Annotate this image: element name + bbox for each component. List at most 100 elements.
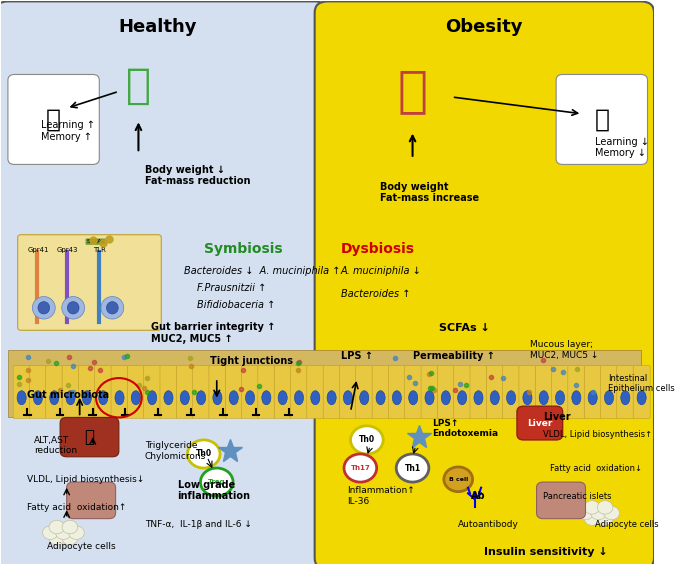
Text: Th0: Th0 — [359, 436, 375, 445]
FancyBboxPatch shape — [340, 366, 356, 419]
Ellipse shape — [106, 302, 119, 314]
FancyBboxPatch shape — [95, 366, 112, 419]
Text: TLR: TLR — [92, 246, 105, 253]
Text: 🧍: 🧍 — [397, 67, 427, 115]
Circle shape — [396, 454, 429, 482]
Circle shape — [597, 501, 613, 514]
FancyBboxPatch shape — [242, 366, 258, 419]
Circle shape — [584, 512, 600, 525]
Text: Bacteroides ↑: Bacteroides ↑ — [340, 289, 410, 299]
FancyBboxPatch shape — [307, 366, 324, 419]
Text: Intestinal
Epithelium cells: Intestinal Epithelium cells — [608, 374, 675, 393]
Circle shape — [590, 506, 606, 520]
FancyBboxPatch shape — [176, 366, 193, 419]
FancyBboxPatch shape — [556, 75, 647, 164]
FancyBboxPatch shape — [568, 366, 585, 419]
FancyBboxPatch shape — [66, 482, 116, 519]
Circle shape — [42, 526, 58, 540]
FancyBboxPatch shape — [62, 366, 79, 419]
FancyBboxPatch shape — [18, 234, 161, 331]
FancyBboxPatch shape — [78, 366, 95, 419]
Ellipse shape — [425, 391, 434, 405]
Text: Gpr41: Gpr41 — [27, 246, 49, 253]
FancyBboxPatch shape — [517, 406, 562, 440]
Text: Permeability ↑: Permeability ↑ — [412, 351, 495, 360]
Text: Adipocyte cells: Adipocyte cells — [47, 542, 116, 551]
Text: Adipocyte cells: Adipocyte cells — [595, 520, 659, 529]
Bar — [8, 350, 641, 418]
Text: Liver: Liver — [543, 412, 571, 423]
Ellipse shape — [393, 391, 401, 405]
FancyBboxPatch shape — [519, 366, 536, 419]
FancyBboxPatch shape — [314, 1, 654, 565]
Text: Th1: Th1 — [404, 463, 421, 472]
FancyBboxPatch shape — [111, 366, 128, 419]
Ellipse shape — [147, 391, 157, 405]
Circle shape — [584, 501, 600, 514]
Ellipse shape — [38, 302, 50, 314]
Text: VLDL, Lipid biosynthesis↓: VLDL, Lipid biosynthesis↓ — [27, 475, 145, 484]
Ellipse shape — [101, 297, 124, 319]
Ellipse shape — [458, 391, 466, 405]
FancyBboxPatch shape — [453, 366, 471, 419]
FancyBboxPatch shape — [127, 366, 145, 419]
Text: 🧠: 🧠 — [46, 107, 61, 132]
Ellipse shape — [523, 391, 532, 405]
FancyBboxPatch shape — [8, 75, 99, 164]
Text: LPS ↑: LPS ↑ — [340, 351, 373, 360]
FancyBboxPatch shape — [356, 366, 373, 419]
Text: F.Prausnitzii ↑: F.Prausnitzii ↑ — [197, 283, 266, 293]
Text: Learning ↑
Memory ↑: Learning ↑ Memory ↑ — [40, 120, 95, 141]
Ellipse shape — [441, 391, 451, 405]
FancyBboxPatch shape — [601, 366, 617, 419]
Text: SCFAs: SCFAs — [86, 239, 105, 244]
Circle shape — [49, 532, 64, 545]
Ellipse shape — [62, 297, 85, 319]
Ellipse shape — [327, 391, 336, 405]
Circle shape — [444, 467, 473, 492]
FancyBboxPatch shape — [144, 366, 160, 419]
Ellipse shape — [409, 391, 418, 405]
Text: Th17: Th17 — [351, 465, 370, 471]
Ellipse shape — [637, 391, 646, 405]
Ellipse shape — [32, 297, 55, 319]
FancyBboxPatch shape — [258, 366, 275, 419]
Text: Tight junctions: Tight junctions — [210, 356, 293, 366]
Ellipse shape — [360, 391, 369, 405]
Ellipse shape — [295, 391, 303, 405]
FancyBboxPatch shape — [503, 366, 520, 419]
Text: Fatty acid  oxidation↑: Fatty acid oxidation↑ — [27, 503, 127, 512]
Circle shape — [351, 426, 383, 454]
Text: TNF-α,  IL-1β and IL-6 ↓: TNF-α, IL-1β and IL-6 ↓ — [145, 520, 252, 529]
Ellipse shape — [115, 391, 124, 405]
Ellipse shape — [621, 391, 630, 405]
FancyBboxPatch shape — [290, 366, 308, 419]
Text: Gut microbiota: Gut microbiota — [27, 390, 110, 400]
Text: 🧍: 🧍 — [126, 65, 151, 107]
Text: ALT,AST
reduction: ALT,AST reduction — [34, 436, 77, 455]
Circle shape — [62, 532, 77, 545]
Text: Fatty acid  oxidation↓: Fatty acid oxidation↓ — [549, 463, 642, 472]
Text: Treg: Treg — [208, 479, 225, 485]
Ellipse shape — [262, 391, 271, 405]
Text: LPS↑
Endotoxemia: LPS↑ Endotoxemia — [432, 419, 498, 438]
Circle shape — [597, 512, 613, 525]
Ellipse shape — [490, 391, 499, 405]
FancyBboxPatch shape — [209, 366, 226, 419]
FancyBboxPatch shape — [323, 366, 340, 419]
FancyBboxPatch shape — [421, 366, 438, 419]
Ellipse shape — [278, 391, 287, 405]
Ellipse shape — [556, 391, 564, 405]
Text: Insulin sensitivity ↓: Insulin sensitivity ↓ — [484, 547, 608, 558]
Text: Autoantibody: Autoantibody — [458, 520, 519, 529]
Text: Obesity: Obesity — [445, 18, 523, 36]
Text: Body weight
Fat-mass increase: Body weight Fat-mass increase — [380, 182, 479, 203]
Ellipse shape — [588, 391, 597, 405]
Text: Th0: Th0 — [196, 450, 212, 458]
Text: Bifidiobaceria ↑: Bifidiobaceria ↑ — [197, 300, 275, 310]
FancyBboxPatch shape — [274, 366, 291, 419]
FancyBboxPatch shape — [535, 366, 552, 419]
Text: Body weight ↓
Fat-mass reduction: Body weight ↓ Fat-mass reduction — [145, 165, 251, 186]
Text: SCFAs ↓: SCFAs ↓ — [438, 323, 490, 332]
FancyBboxPatch shape — [225, 366, 242, 419]
